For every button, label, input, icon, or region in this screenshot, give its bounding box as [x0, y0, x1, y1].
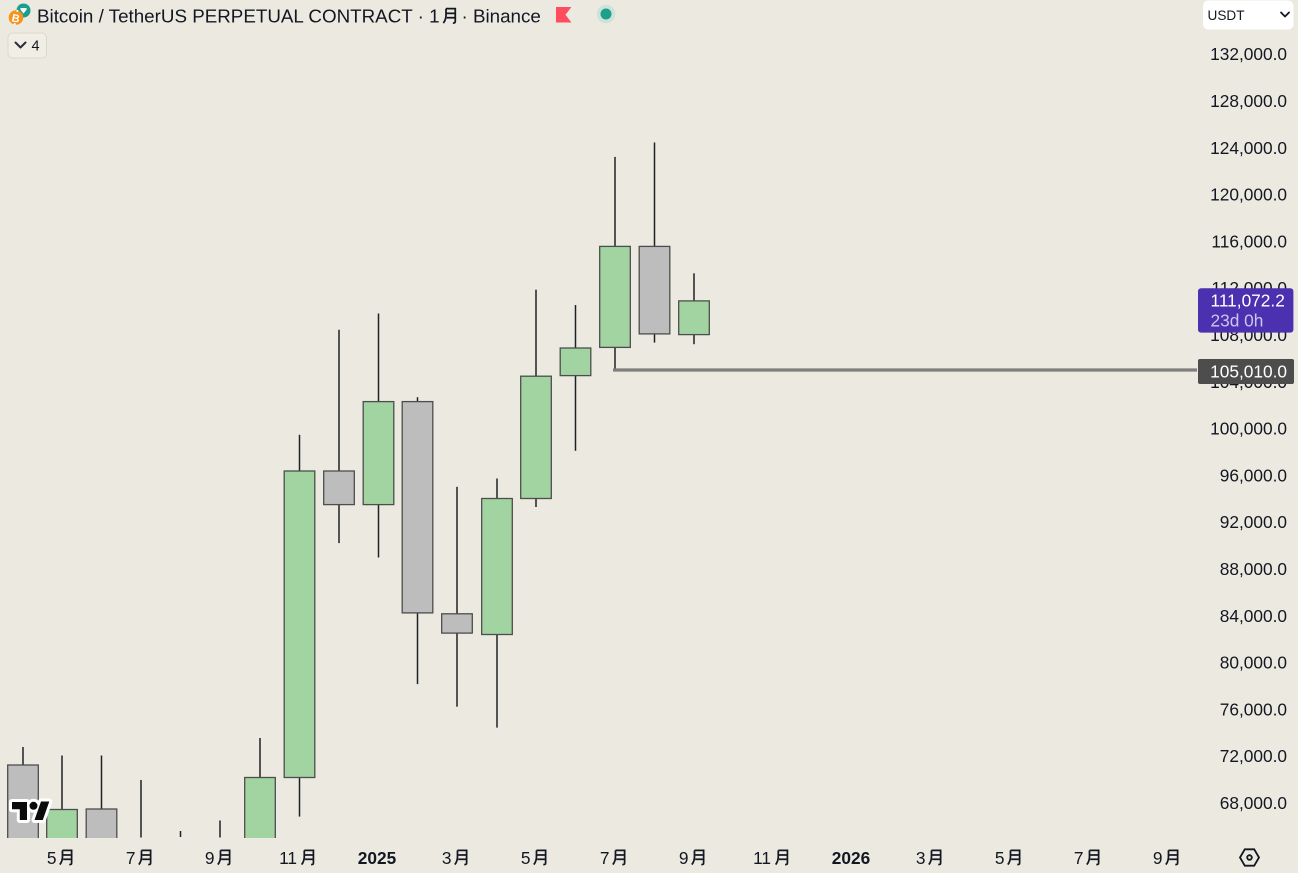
svg-text:120,000.0: 120,000.0	[1210, 185, 1287, 205]
svg-text:116,000.0: 116,000.0	[1211, 231, 1287, 251]
svg-text:11: 11	[279, 848, 297, 868]
svg-text:3: 3	[916, 848, 926, 868]
svg-text:9: 9	[205, 848, 215, 868]
svg-text:111,072.2: 111,072.2	[1211, 291, 1285, 311]
svg-text:72,000.0: 72,000.0	[1220, 746, 1287, 766]
svg-text:2025: 2025	[358, 848, 397, 868]
svg-text:5: 5	[521, 848, 531, 868]
svg-text:7: 7	[600, 848, 610, 868]
svg-text:84,000.0: 84,000.0	[1220, 606, 1287, 626]
svg-text:100,000.0: 100,000.0	[1210, 419, 1287, 439]
svg-text:Bitcoin / TetherUS PERPETUAL C: Bitcoin / TetherUS PERPETUAL CONTRACT · …	[37, 6, 440, 27]
svg-text:9: 9	[1153, 848, 1163, 868]
svg-text:105,010.0: 105,010.0	[1210, 362, 1287, 382]
svg-text:92,000.0: 92,000.0	[1220, 512, 1287, 532]
svg-text:132,000.0: 132,000.0	[1210, 44, 1287, 64]
svg-text:4: 4	[32, 39, 40, 55]
svg-text:128,000.0: 128,000.0	[1210, 91, 1287, 111]
svg-text:9: 9	[679, 848, 689, 868]
svg-text:124,000.0: 124,000.0	[1210, 138, 1287, 158]
svg-text:76,000.0: 76,000.0	[1220, 699, 1287, 719]
svg-text:68,000.0: 68,000.0	[1220, 793, 1287, 813]
svg-text:3: 3	[442, 848, 452, 868]
svg-text:80,000.0: 80,000.0	[1220, 653, 1287, 673]
svg-text:5: 5	[47, 848, 57, 868]
svg-text:5: 5	[995, 848, 1005, 868]
svg-text:88,000.0: 88,000.0	[1220, 559, 1287, 579]
svg-text:USDT: USDT	[1208, 8, 1245, 23]
svg-text:11: 11	[753, 848, 771, 868]
svg-text:7: 7	[1074, 848, 1084, 868]
svg-text:· Binance: · Binance	[462, 6, 541, 27]
svg-text:2026: 2026	[832, 848, 870, 868]
svg-text:23d 0h: 23d 0h	[1211, 311, 1264, 331]
svg-text:B: B	[11, 12, 21, 25]
svg-text:96,000.0: 96,000.0	[1220, 465, 1287, 485]
svg-text:7: 7	[126, 848, 136, 868]
